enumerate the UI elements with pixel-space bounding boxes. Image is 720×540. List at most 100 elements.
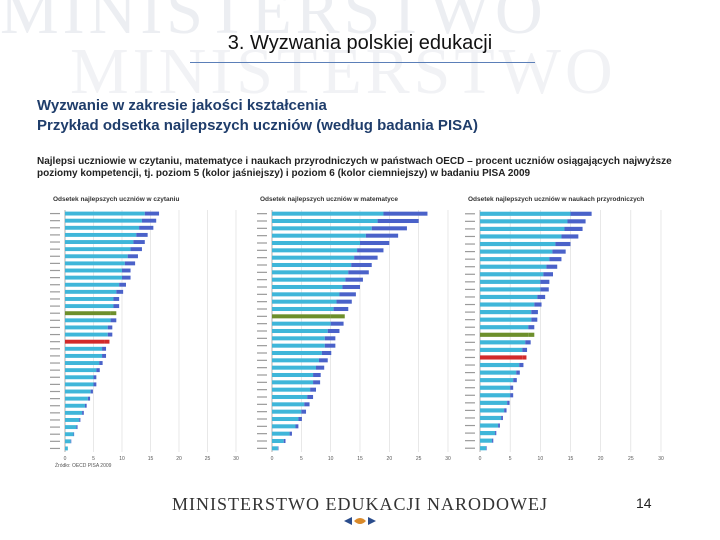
bar-level5 bbox=[65, 282, 120, 287]
row-label-marker bbox=[257, 359, 267, 361]
row-label-marker bbox=[465, 319, 475, 321]
row-label-marker bbox=[50, 390, 60, 393]
row-label-marker bbox=[257, 301, 267, 303]
bar-level6 bbox=[342, 284, 360, 290]
row-label-marker bbox=[50, 440, 60, 442]
row-label-marker bbox=[257, 367, 267, 369]
heading-block: Wyzwanie w zakresie jakości kształcenia … bbox=[37, 96, 697, 136]
row-label-marker bbox=[50, 433, 60, 435]
x-tick-label: 0 bbox=[479, 456, 482, 462]
bar-level5 bbox=[272, 306, 334, 312]
bar-level5 bbox=[480, 423, 499, 428]
ministry-name: MINISTERSTWO EDUKACJI NARODOWEJ bbox=[172, 494, 548, 514]
bar-level5 bbox=[272, 240, 360, 246]
row-label-marker bbox=[465, 371, 475, 374]
bar-level6 bbox=[501, 415, 503, 421]
bar-level5 bbox=[480, 385, 511, 390]
bar-level5 bbox=[272, 394, 308, 400]
bar-level5 bbox=[480, 302, 535, 307]
bar-level5 bbox=[65, 254, 128, 259]
row-label-marker bbox=[465, 387, 475, 389]
bar-level5 bbox=[272, 446, 278, 451]
x-tick-label: 0 bbox=[271, 456, 274, 462]
bar-level6 bbox=[139, 225, 154, 230]
row-label-marker bbox=[465, 281, 475, 283]
row-label-marker bbox=[465, 402, 475, 404]
row-label-marker bbox=[465, 349, 475, 351]
bar-level5 bbox=[65, 410, 83, 415]
x-tick-label: 20 bbox=[598, 456, 604, 462]
bar-level6 bbox=[130, 247, 142, 252]
bar-level5 bbox=[480, 378, 514, 383]
x-tick-label: 0 bbox=[64, 456, 67, 462]
row-label-marker bbox=[50, 312, 60, 314]
bar-level6 bbox=[360, 240, 390, 246]
x-tick-label: 15 bbox=[357, 456, 363, 462]
row-label-marker bbox=[465, 356, 475, 359]
heading-quality: Wyzwanie w zakresie jakości kształcenia bbox=[37, 97, 327, 114]
page-number: 14 bbox=[636, 495, 652, 511]
row-label-marker bbox=[257, 264, 267, 266]
bar-level5 bbox=[272, 248, 358, 253]
bar-level5 bbox=[272, 262, 352, 268]
bar-level5 bbox=[272, 372, 314, 378]
bar-level6 bbox=[127, 254, 138, 259]
row-label-marker bbox=[257, 352, 267, 354]
bar-level6 bbox=[84, 403, 87, 408]
bar-level6 bbox=[498, 423, 500, 428]
bar-level5 bbox=[65, 297, 114, 301]
row-label-marker bbox=[257, 374, 267, 376]
bar-level6 bbox=[133, 240, 145, 244]
row-label-marker bbox=[50, 305, 60, 307]
bar-level6 bbox=[141, 218, 157, 223]
x-tick-label: 15 bbox=[568, 456, 574, 462]
heading-example: Przykład odsetka najlepszych uczniów (we… bbox=[37, 117, 478, 134]
row-label-marker bbox=[465, 266, 475, 268]
row-label-marker bbox=[257, 381, 267, 383]
x-tick-label: 10 bbox=[328, 456, 334, 462]
row-label-marker bbox=[50, 369, 60, 371]
bar-level5 bbox=[272, 226, 372, 231]
bar-level5 bbox=[272, 314, 331, 319]
bar-level6 bbox=[122, 275, 131, 280]
bar-level6 bbox=[333, 306, 349, 312]
row-label-marker bbox=[257, 411, 267, 413]
bar-level5 bbox=[65, 361, 100, 365]
bar-level6 bbox=[316, 365, 325, 370]
bar-level6 bbox=[301, 409, 307, 414]
row-label-marker bbox=[257, 249, 267, 251]
bar-level6 bbox=[516, 370, 520, 375]
bar-level5 bbox=[65, 332, 108, 337]
row-label-marker bbox=[465, 303, 475, 306]
bar-level5 bbox=[65, 382, 94, 387]
watermark-line-2: MINISTERSTWO bbox=[70, 35, 617, 95]
watermark-line-1: MINISTERSTWO bbox=[0, 0, 547, 48]
row-label-marker bbox=[257, 315, 267, 317]
bar-level5 bbox=[65, 275, 122, 280]
bar-level6 bbox=[93, 382, 97, 387]
row-label-marker bbox=[50, 277, 60, 279]
row-label-marker bbox=[257, 425, 267, 427]
row-label-marker bbox=[50, 419, 60, 421]
x-tick-label: 15 bbox=[148, 456, 154, 462]
row-label-marker bbox=[465, 250, 475, 253]
bar-level5 bbox=[65, 232, 137, 237]
bar-level6 bbox=[555, 241, 571, 247]
row-label-marker bbox=[257, 220, 267, 222]
bar-level5 bbox=[480, 310, 532, 315]
bar-level5 bbox=[65, 389, 91, 394]
x-tick-label: 30 bbox=[658, 456, 664, 462]
bar-level5 bbox=[65, 218, 142, 223]
bar-level6 bbox=[99, 361, 103, 365]
bar-level6 bbox=[534, 302, 542, 307]
bar-level5 bbox=[480, 400, 508, 405]
bar-level6 bbox=[552, 249, 566, 254]
bar-level5 bbox=[272, 284, 343, 290]
row-label-marker bbox=[50, 284, 60, 286]
row-label-marker bbox=[257, 418, 267, 420]
row-label-marker bbox=[50, 333, 60, 336]
bar-level6 bbox=[119, 282, 126, 287]
bar-level5 bbox=[272, 380, 314, 385]
bar-level5 bbox=[65, 247, 131, 252]
bar-level5 bbox=[480, 408, 505, 413]
